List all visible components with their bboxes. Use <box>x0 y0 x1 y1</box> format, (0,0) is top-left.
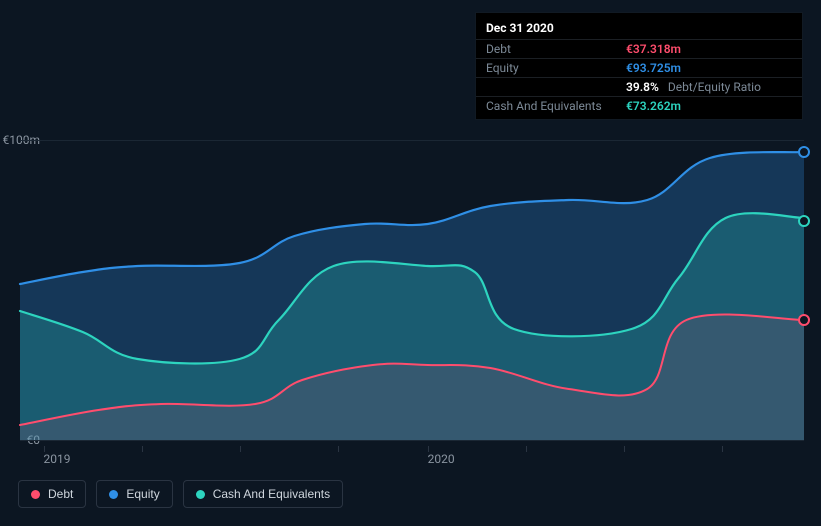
tooltip-row-equity: Equity €93.725m <box>476 58 802 77</box>
plot-svg <box>20 140 804 440</box>
x-tick <box>624 446 625 452</box>
tooltip-row-cash: Cash And Equivalents €73.262m <box>476 96 802 115</box>
gridline <box>20 440 804 441</box>
x-tick <box>240 446 241 452</box>
ratio-suffix: Debt/Equity Ratio <box>668 80 761 94</box>
legend-label: Debt <box>48 487 73 501</box>
edge-marker-equity <box>798 146 810 158</box>
x-tick <box>526 446 527 452</box>
plot-area[interactable] <box>20 140 804 440</box>
tooltip-row-debt: Debt €37.318m <box>476 39 802 58</box>
x-axis-label: 2019 <box>44 452 71 466</box>
tooltip-value: €93.725m <box>626 61 681 75</box>
x-tick <box>142 446 143 452</box>
tooltip-title: Dec 31 2020 <box>476 17 802 39</box>
tooltip-row-ratio: 39.8% Debt/Equity Ratio <box>476 77 802 96</box>
tooltip-value: €73.262m <box>626 99 681 113</box>
x-axis-label: 2020 <box>428 452 455 466</box>
chart-container: Dec 31 2020 Debt €37.318m Equity €93.725… <box>0 0 821 526</box>
tooltip-label <box>486 80 626 94</box>
legend: Debt Equity Cash And Equivalents <box>18 480 343 508</box>
tooltip-label: Equity <box>486 61 626 75</box>
legend-label: Cash And Equivalents <box>213 487 330 501</box>
x-tick <box>722 446 723 452</box>
tooltip-value: €37.318m <box>626 42 681 56</box>
ratio-value: 39.8% <box>626 80 659 94</box>
legend-dot-icon <box>196 490 205 499</box>
legend-dot-icon <box>31 490 40 499</box>
edge-marker-debt <box>798 314 810 326</box>
tooltip-label: Debt <box>486 42 626 56</box>
x-axis: 2019 2020 <box>20 446 804 466</box>
legend-item-cash[interactable]: Cash And Equivalents <box>183 480 343 508</box>
legend-item-equity[interactable]: Equity <box>96 480 172 508</box>
legend-item-debt[interactable]: Debt <box>18 480 86 508</box>
legend-label: Equity <box>126 487 159 501</box>
tooltip-value: 39.8% Debt/Equity Ratio <box>626 80 761 94</box>
edge-marker-cash <box>798 215 810 227</box>
x-tick <box>338 446 339 452</box>
legend-dot-icon <box>109 490 118 499</box>
tooltip-label: Cash And Equivalents <box>486 99 626 113</box>
tooltip: Dec 31 2020 Debt €37.318m Equity €93.725… <box>475 12 803 120</box>
